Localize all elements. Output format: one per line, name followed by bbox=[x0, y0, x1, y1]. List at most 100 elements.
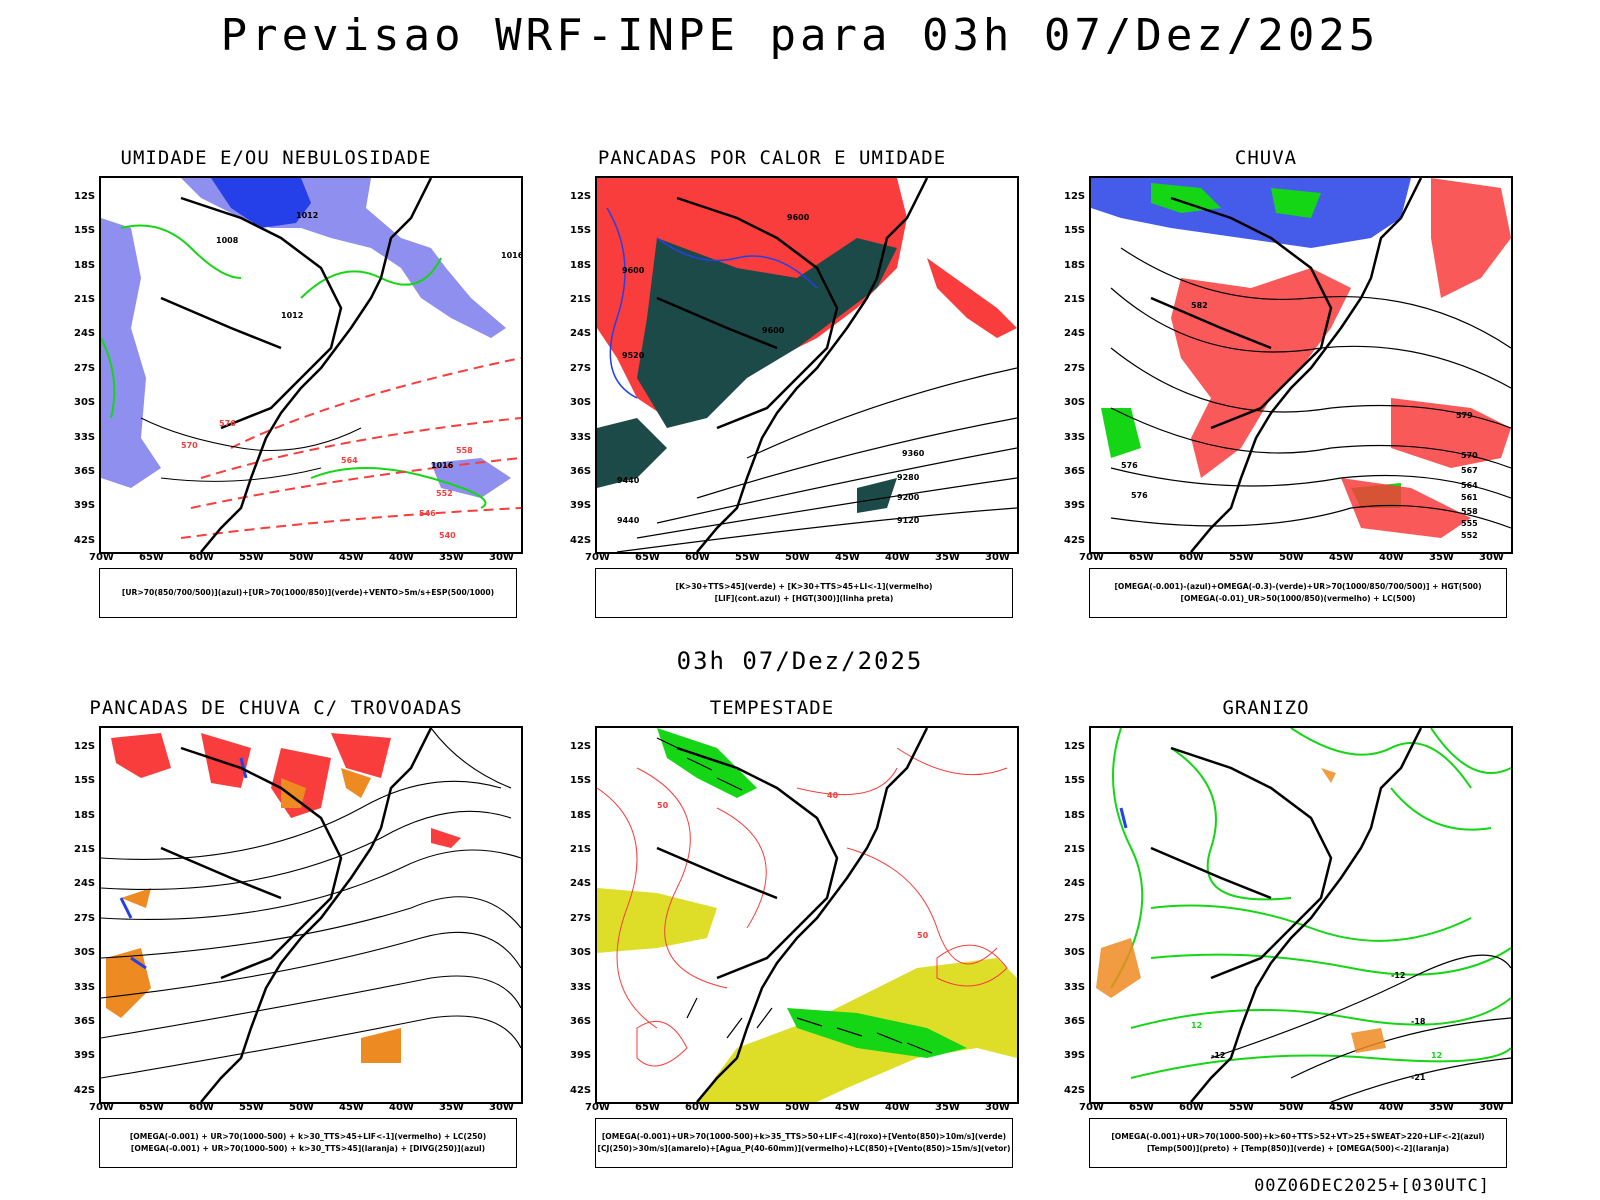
lon-label: 30W bbox=[489, 1102, 514, 1113]
contour-label: 576 bbox=[1131, 491, 1148, 500]
legend-line: [UR>70(850/700/500)](azul)+[UR>70(1000/8… bbox=[121, 588, 495, 597]
lat-label: 27S bbox=[1064, 913, 1086, 924]
lat-label: 33S bbox=[1064, 982, 1086, 993]
lat-label: 24S bbox=[570, 328, 592, 339]
lat-label: 21S bbox=[74, 844, 96, 855]
panel-legend: [UR>70(850/700/500)](azul)+[UR>70(1000/8… bbox=[99, 568, 517, 618]
legend-line: [K>30+TTS>45](verde) + [K>30+TTS>45+LI<-… bbox=[675, 582, 933, 591]
lon-label: 50W bbox=[785, 1102, 810, 1113]
lat-label: 30S bbox=[74, 397, 96, 408]
contour-label: 9600 bbox=[762, 326, 785, 335]
lat-label: 30S bbox=[570, 397, 592, 408]
lat-label: 39S bbox=[74, 1050, 96, 1061]
lat-label: 30S bbox=[1064, 947, 1086, 958]
panel-pancadas-trovoadas: PANCADAS DE CHUVA C/ TROVOADAS 12S 15S bbox=[46, 697, 523, 1168]
contour-label: 9440 bbox=[617, 516, 640, 525]
legend-line: [OMEGA(-0.001)-(azul)+OMEGA(-0.3)-(verde… bbox=[1114, 582, 1482, 591]
blue-humidity bbox=[211, 178, 311, 228]
lat-label: 39S bbox=[74, 500, 96, 511]
panel-title: GRANIZO bbox=[1222, 697, 1310, 719]
red-contours bbox=[597, 747, 1008, 1067]
isobar bbox=[140, 417, 362, 482]
green-wind bbox=[657, 728, 967, 1058]
lat-label: 12S bbox=[74, 741, 96, 752]
contour-label: 552 bbox=[436, 489, 453, 498]
lon-label: 45W bbox=[339, 552, 364, 563]
lon-label: 50W bbox=[289, 1102, 314, 1113]
lat-label: 12S bbox=[1064, 191, 1086, 202]
coastline bbox=[656, 178, 929, 552]
blue-lif-contour bbox=[606, 207, 818, 399]
contour-label: 9280 bbox=[897, 473, 920, 482]
lon-label: 55W bbox=[239, 1102, 264, 1113]
red-dashed-contour bbox=[180, 357, 521, 539]
lon-label: 30W bbox=[489, 552, 514, 563]
lat-label: 36S bbox=[74, 466, 96, 477]
contour-label: 579 bbox=[1456, 411, 1473, 420]
lat-label: 42S bbox=[1064, 535, 1086, 546]
lat-label: 36S bbox=[1064, 466, 1086, 477]
coastline bbox=[1150, 178, 1423, 552]
lon-label: 55W bbox=[735, 552, 760, 563]
lat-label: 15S bbox=[570, 775, 592, 786]
contour-label: 558 bbox=[1461, 507, 1478, 516]
red-omega-east bbox=[1341, 178, 1511, 538]
map-graphic: 582 579 576 570 567 564 561 558 555 552 576 bbox=[1091, 178, 1511, 552]
wind-vectors bbox=[656, 737, 933, 1054]
contour-label: -12 bbox=[1391, 971, 1405, 980]
lon-label: 50W bbox=[785, 552, 810, 563]
lon-label: 35W bbox=[439, 1102, 464, 1113]
lavender-humidity-south bbox=[431, 458, 511, 498]
lon-label: 50W bbox=[1279, 552, 1304, 563]
lon-label: 55W bbox=[1229, 552, 1254, 563]
lat-label: 21S bbox=[1064, 844, 1086, 855]
lon-label: 65W bbox=[139, 552, 164, 563]
contour-label: 576 bbox=[219, 419, 236, 428]
legend-line: [OMEGA(-0.001)+UR>70(1000-500)+k>60+TTS>… bbox=[1111, 1132, 1485, 1141]
lon-label: 30W bbox=[985, 552, 1010, 563]
lat-label: 27S bbox=[74, 913, 96, 924]
lat-label: 36S bbox=[570, 1016, 592, 1027]
panel-title: CHUVA bbox=[1234, 147, 1298, 169]
lon-label: 40W bbox=[1379, 552, 1404, 563]
lat-label: 39S bbox=[570, 500, 592, 511]
contour-label: 12 bbox=[1191, 1021, 1202, 1030]
red-instability-east bbox=[927, 258, 1017, 338]
panel-granizo: GRANIZO bbox=[1036, 697, 1513, 1168]
lat-label: 42S bbox=[74, 1085, 96, 1096]
legend-line: [LIF](cont.azul) + [HGT(300)](linha pret… bbox=[714, 594, 894, 603]
model-run-stamp: 00Z06DEC2025+[030UTC] bbox=[1254, 1176, 1490, 1196]
lat-label: 18S bbox=[74, 260, 96, 271]
lat-label: 33S bbox=[74, 982, 96, 993]
lon-label: 60W bbox=[685, 552, 710, 563]
contour-label: 570 bbox=[181, 441, 198, 450]
lat-label: 30S bbox=[74, 947, 96, 958]
contour-label: 1012 bbox=[281, 311, 303, 320]
lon-label: 60W bbox=[1179, 1102, 1204, 1113]
lon-label: 35W bbox=[1429, 1102, 1454, 1113]
contour-label: 9120 bbox=[897, 516, 920, 525]
lat-label: 27S bbox=[74, 363, 96, 374]
lon-label: 35W bbox=[439, 552, 464, 563]
contour-label: 576 bbox=[1121, 461, 1138, 470]
legend-line: [OMEGA(-0.001) + UR>70(1000-500) + k>30_… bbox=[129, 1132, 487, 1141]
contour-label: 564 bbox=[341, 456, 358, 465]
lat-label: 33S bbox=[570, 432, 592, 443]
lat-label: 36S bbox=[74, 1016, 96, 1027]
lat-label: 42S bbox=[74, 535, 96, 546]
contour-label: 9600 bbox=[622, 266, 645, 275]
streamlines bbox=[101, 728, 521, 1079]
lat-label: 15S bbox=[74, 775, 96, 786]
map-graphic: 1012 1008 1016 1012 1016 576 570 564 558 552 546 54… bbox=[101, 178, 521, 552]
lon-label: 40W bbox=[1379, 1102, 1404, 1113]
lat-label: 21S bbox=[1064, 294, 1086, 305]
lon-label: 55W bbox=[1229, 1102, 1254, 1113]
blue-omega bbox=[1091, 178, 1411, 248]
contour-label: 570 bbox=[1461, 451, 1478, 460]
lat-label: 12S bbox=[74, 191, 96, 202]
lat-label: 24S bbox=[74, 328, 96, 339]
contour-label: 9520 bbox=[622, 351, 645, 360]
lon-label: 65W bbox=[635, 552, 660, 563]
contour-label: 582 bbox=[1191, 301, 1208, 310]
lat-label: 24S bbox=[1064, 328, 1086, 339]
